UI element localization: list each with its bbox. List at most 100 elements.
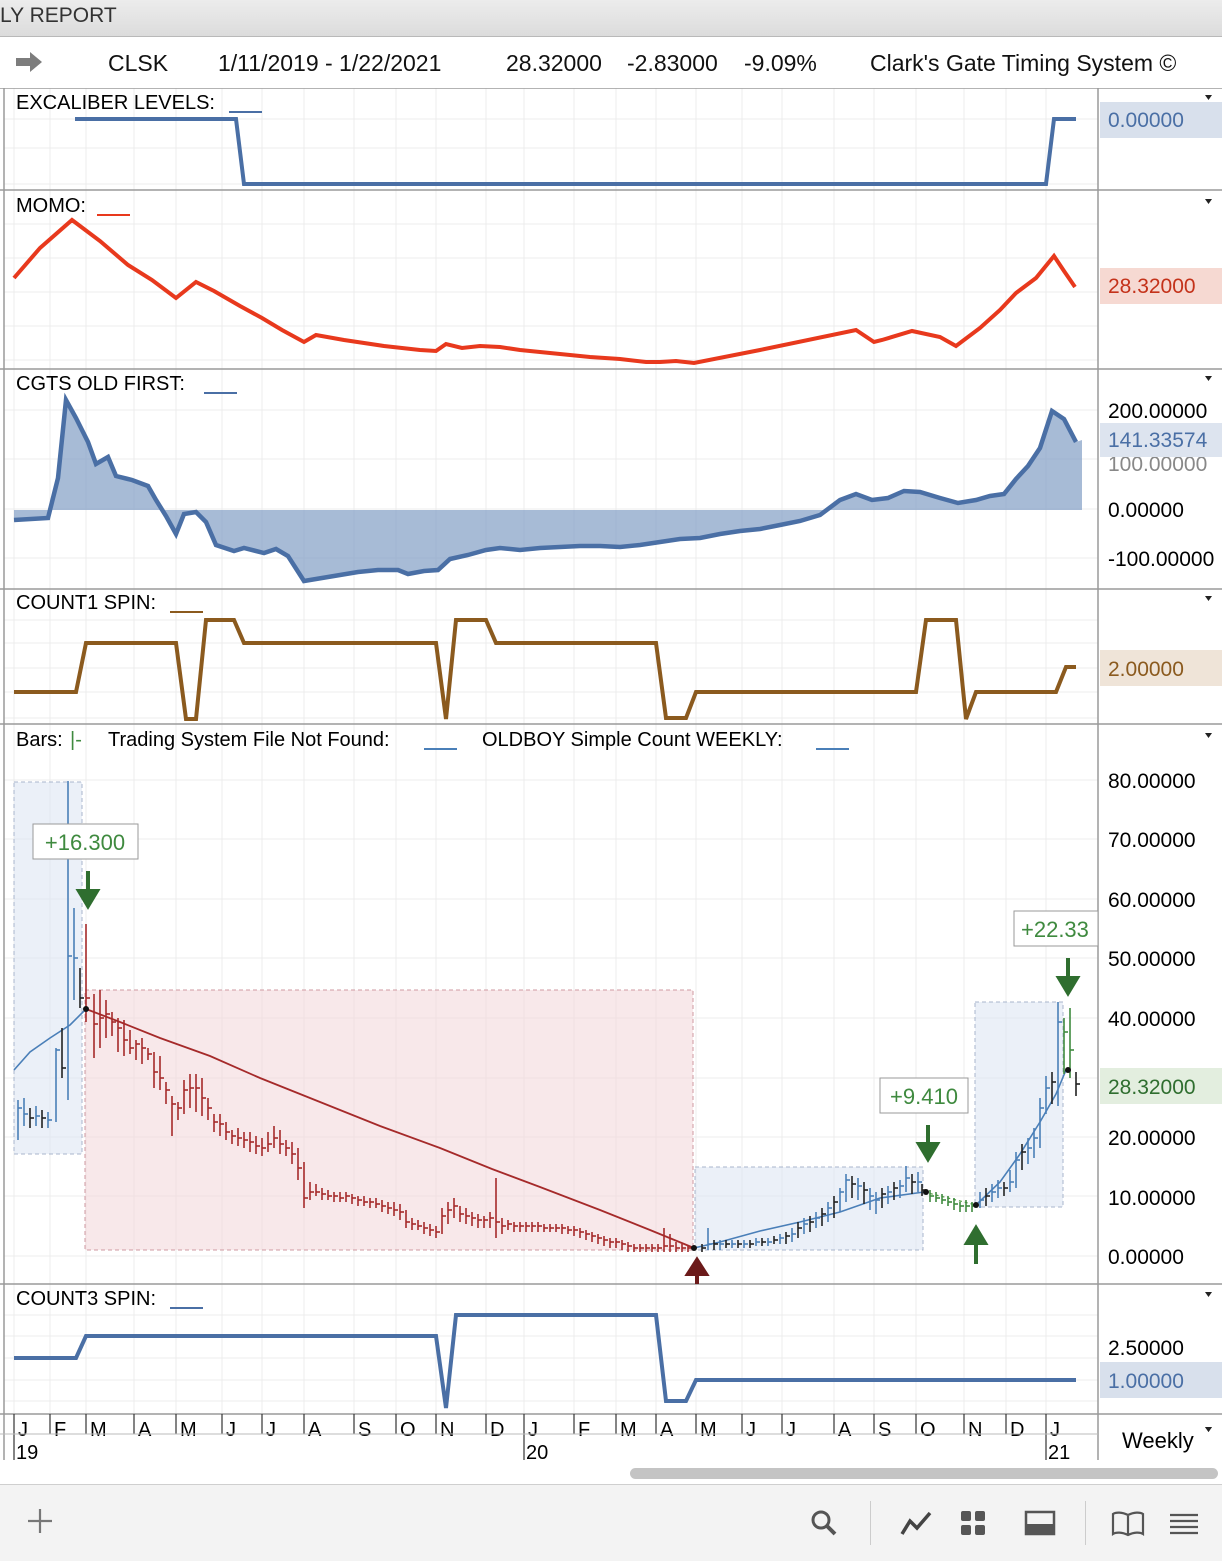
month-label: A <box>308 1419 322 1441</box>
date-range: 1/11/2019 - 1/22/2021 <box>218 50 442 76</box>
excaliber-label: EXCALIBER LEVELS: <box>16 92 215 114</box>
month-label: J <box>1050 1419 1060 1441</box>
window-title: LY REPORT <box>0 4 117 27</box>
svg-text:10.00000: 10.00000 <box>1108 1187 1196 1210</box>
month-label: O <box>920 1419 936 1441</box>
cgts-label: CGTS OLD FIRST: <box>16 373 185 395</box>
excaliber-value: 0.00000 <box>1108 109 1184 132</box>
month-label: M <box>620 1419 637 1441</box>
month-label: O <box>400 1419 416 1441</box>
month-label: F <box>578 1419 590 1441</box>
month-label: A <box>838 1419 852 1441</box>
grid-icon[interactable] <box>956 1507 990 1539</box>
year-label: 19 <box>16 1442 38 1464</box>
cgts-value: 141.33574 <box>1108 429 1208 452</box>
momo-label: MOMO: <box>16 195 86 217</box>
month-label: J <box>18 1419 28 1441</box>
svg-text:80.00000: 80.00000 <box>1108 770 1196 793</box>
month-label: D <box>1010 1419 1024 1441</box>
svg-text:40.00000: 40.00000 <box>1108 1008 1196 1031</box>
annotation-1: +16.300 <box>32 823 139 860</box>
price-value: 28.32000 <box>1108 1076 1196 1099</box>
month-label: J <box>226 1419 236 1441</box>
price-bars <box>17 781 1080 1252</box>
year-label: 21 <box>1048 1442 1070 1464</box>
momo-value: 28.32000 <box>1108 275 1196 298</box>
cgts-tick: 100.00000 <box>1108 453 1207 476</box>
add-icon[interactable] <box>24 1505 56 1537</box>
month-label: D <box>490 1419 504 1441</box>
search-icon[interactable] <box>808 1507 840 1539</box>
svg-text:20.00000: 20.00000 <box>1108 1127 1196 1150</box>
last-price: 28.32000 <box>506 50 602 76</box>
oldboy-label: OLDBOY Simple Count WEEKLY: <box>482 729 783 751</box>
trading-label: Trading System File Not Found: <box>108 729 390 751</box>
price-ticks: 80.00000 70.00000 60.00000 50.00000 40.0… <box>1108 770 1196 1269</box>
period-label[interactable]: Weekly <box>1122 1428 1194 1453</box>
excaliber-badge <box>1100 102 1222 138</box>
count3-tick: 2.50000 <box>1108 1337 1184 1360</box>
line-chart-icon[interactable] <box>898 1507 934 1539</box>
connector-line <box>923 1191 977 1206</box>
buy-arrow-icon <box>963 1224 989 1264</box>
sell-arrow-icon <box>1055 958 1081 997</box>
month-label: N <box>968 1419 982 1441</box>
svg-text:+22.33: +22.33 <box>1021 917 1089 942</box>
svg-text:0.00000: 0.00000 <box>1108 1246 1184 1269</box>
count1-badge <box>1100 650 1222 686</box>
cgts-line <box>13 392 1078 584</box>
pivot-dots <box>83 1006 1071 1251</box>
count3-badge <box>1100 1362 1222 1398</box>
bars-label: Bars: <box>16 729 63 751</box>
month-label: J <box>266 1419 276 1441</box>
price-change: -2.83000 <box>627 50 718 76</box>
count3-label: COUNT3 SPIN: <box>16 1288 156 1310</box>
year-label: 20 <box>526 1442 548 1464</box>
chart-area[interactable]: +16.300 +9.410 +22.33 EXCALIBER LEVELS: … <box>0 88 1222 1484</box>
symbol: CLSK <box>108 50 169 76</box>
svg-text:+16.300: +16.300 <box>45 830 125 855</box>
bars-marker: |- <box>70 729 82 751</box>
month-label: F <box>54 1419 66 1441</box>
trade-box-4 <box>974 1001 1064 1208</box>
month-label: M <box>180 1419 197 1441</box>
cgts-tick: -100.00000 <box>1108 548 1214 571</box>
cgts-tick: 200.00000 <box>1108 400 1207 423</box>
bottom-toolbar <box>0 1484 1222 1561</box>
ma-line-2 <box>85 1008 695 1249</box>
month-label: M <box>90 1419 107 1441</box>
annotation-3: +22.33 <box>1013 910 1099 947</box>
count3-value: 1.00000 <box>1108 1370 1184 1393</box>
month-label: A <box>138 1419 152 1441</box>
arrow-right-icon[interactable] <box>14 50 44 74</box>
month-label: N <box>440 1419 454 1441</box>
layout-icon[interactable] <box>1022 1507 1058 1539</box>
momo-badge <box>1100 268 1222 304</box>
excaliber-line <box>75 117 1076 186</box>
sell-arrow-icon <box>75 871 101 910</box>
chart-header: CLSK 1/11/2019 - 1/22/2021 28.32000 -2.8… <box>0 38 1222 88</box>
horizontal-scrollbar[interactable] <box>630 1468 1218 1479</box>
ma-line-1 <box>13 1008 87 1071</box>
menu-icon[interactable] <box>1166 1507 1202 1539</box>
month-label: J <box>746 1419 756 1441</box>
window-titlebar: LY REPORT <box>0 0 1222 37</box>
month-label: A <box>660 1419 674 1441</box>
x-axis: J F M A M J J A S O N D J F M A M J J A S O N D J19 20 21 <box>13 1414 1070 1464</box>
cgts-area <box>14 400 1082 581</box>
price-badge <box>1100 1068 1222 1104</box>
svg-text:+9.410: +9.410 <box>890 1084 958 1109</box>
momo-line <box>12 217 1077 366</box>
count3-line <box>14 1313 1076 1409</box>
svg-text:50.00000: 50.00000 <box>1108 948 1196 971</box>
svg-text:60.00000: 60.00000 <box>1108 889 1196 912</box>
month-label: M <box>700 1419 717 1441</box>
month-label: S <box>878 1419 891 1441</box>
price-change-pct: -9.09% <box>744 50 817 76</box>
month-label: S <box>358 1419 371 1441</box>
cgts-badge <box>1100 423 1222 457</box>
book-icon[interactable] <box>1108 1507 1148 1539</box>
period-dropdown-icon[interactable] <box>1205 1427 1212 1432</box>
count1-value: 2.00000 <box>1108 658 1184 681</box>
count1-label: COUNT1 SPIN: <box>16 592 156 614</box>
